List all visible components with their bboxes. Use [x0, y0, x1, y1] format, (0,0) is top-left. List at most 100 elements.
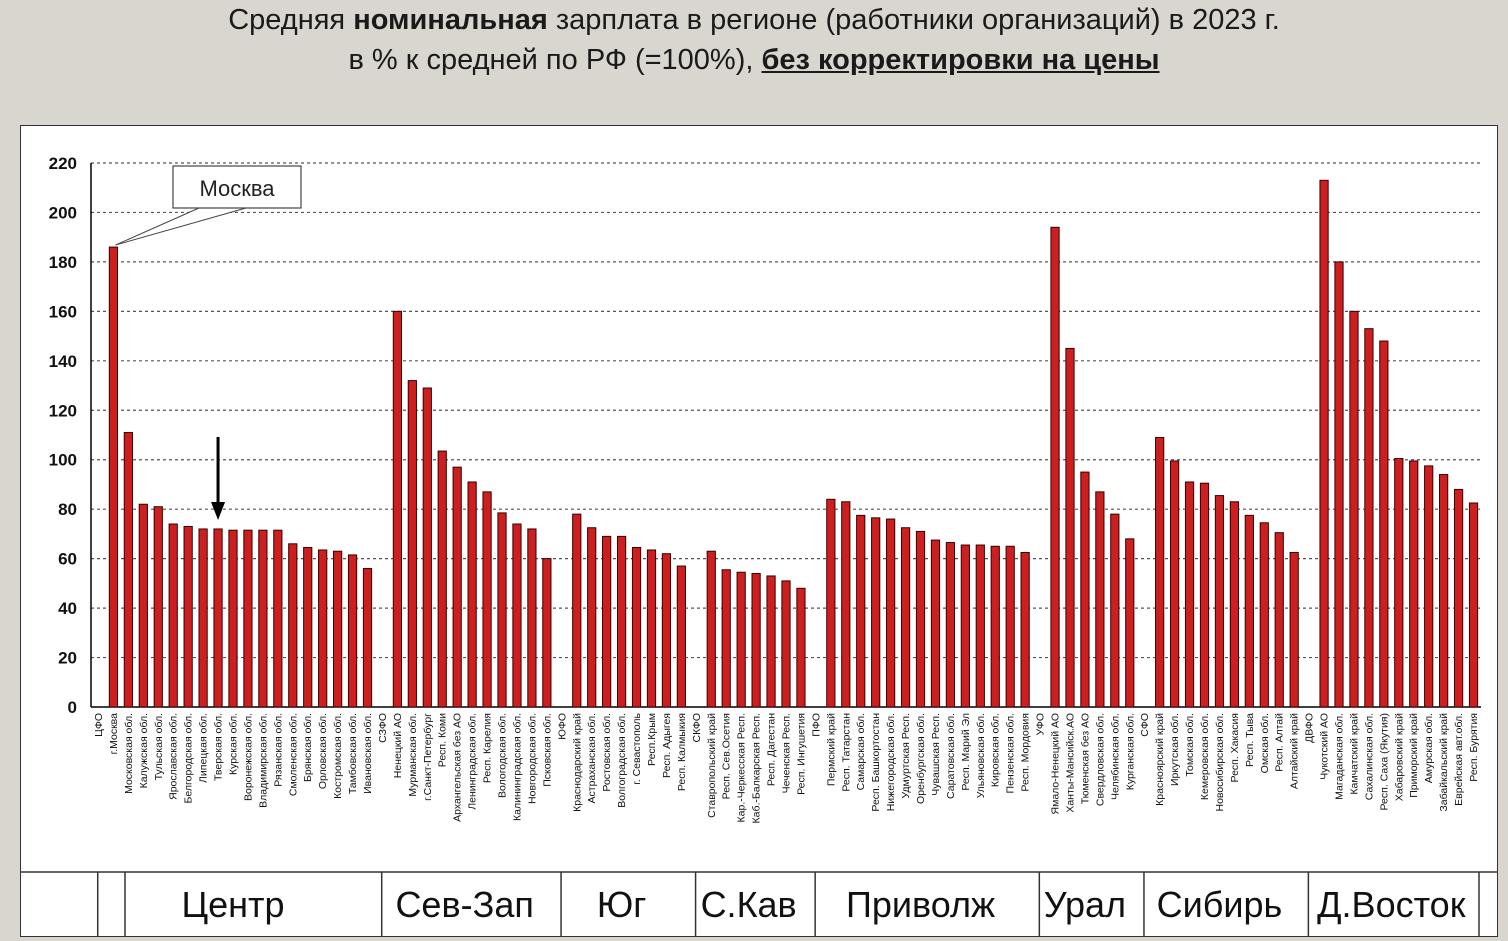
callout-box: [172, 165, 302, 209]
x-tick-label: Каб.-Балкарская Респ.: [751, 713, 763, 824]
chart-frame: 0 20 40 60 80 100 120 140 160 180 200 220 ЦФО г.Москв…: [20, 125, 1498, 937]
bar: [1244, 514, 1254, 708]
bar: [1050, 226, 1060, 708]
bar: [1453, 488, 1464, 708]
x-tick-label: Брянская обл.: [302, 713, 314, 782]
bar: [676, 565, 686, 708]
district-label: С.Кав: [701, 884, 797, 925]
bar: [1379, 340, 1389, 708]
bar: [1169, 460, 1180, 708]
x-tick-label: Костромская обл.: [332, 713, 344, 799]
x-tick-label: Ханты-Мансийск.АО: [1064, 713, 1076, 813]
bar: [766, 575, 776, 708]
x-tick-label: Кар.-Черкесская Респ.: [736, 713, 748, 822]
x-tick-label: Камчатский край: [1348, 713, 1360, 795]
bar: [1349, 310, 1359, 708]
x-tick-label: Новосибирская обл.: [1214, 713, 1226, 812]
x-tick-label: Хабаровский край: [1393, 713, 1405, 801]
x-tick-label: Тюменская без АО: [1079, 713, 1091, 804]
bar: [527, 528, 537, 708]
x-tick-label: Магаданская обл.: [1334, 713, 1346, 800]
bar: [1110, 513, 1120, 708]
x-tick-label: г. Севастополь: [631, 712, 643, 784]
x-tick-label: Пензенская обл.: [1005, 713, 1017, 793]
bar: [542, 558, 552, 708]
bar: [168, 523, 178, 708]
bar: [123, 432, 133, 708]
bar: [945, 542, 956, 708]
bar: [392, 310, 403, 708]
bar: [407, 380, 417, 708]
bar: [333, 550, 343, 708]
bar: [108, 246, 119, 708]
x-tick-label: Курганская обл.: [1124, 713, 1136, 790]
chart-title-line1: Средняя номинальная зарплата в регионе (…: [0, 4, 1508, 37]
x-tick-label: Респ. Тыва: [1244, 713, 1256, 767]
bar: [1095, 491, 1105, 708]
bar: [1439, 474, 1449, 708]
x-tick-label: Кемеровская обл.: [1199, 713, 1211, 800]
bar: [1409, 460, 1419, 708]
x-tick-label: Ульяновская обл.: [975, 713, 987, 798]
x-tick-label: Респ. Татарстан: [840, 713, 852, 792]
x-tick-label: Респ. Дагестан: [766, 713, 778, 786]
bar: [437, 450, 447, 708]
bar: [243, 529, 253, 708]
x-tick-label: Респ. Карелия: [482, 713, 494, 783]
x-tick-label: Ненецкий АО: [392, 713, 404, 778]
y-tick-label: 200: [49, 203, 77, 222]
x-tick-label: Рязанская обл.: [272, 713, 284, 787]
y-tick-label: 100: [49, 451, 77, 470]
x-tick-label: Чеченская Респ.: [781, 713, 793, 793]
x-tick-label: Ивановская обл.: [362, 713, 374, 794]
bar: [213, 528, 223, 708]
bar: [1259, 522, 1269, 708]
bar: [572, 513, 582, 708]
bar: [796, 587, 806, 708]
bar: [871, 517, 881, 708]
bar: [138, 503, 148, 708]
x-tick-label: СКФО: [691, 713, 703, 743]
bar: [422, 387, 432, 708]
bar: [1065, 347, 1075, 708]
bar: [661, 553, 672, 708]
y-tick-label: 40: [58, 599, 77, 618]
bar: [631, 547, 642, 708]
y-tick-label: 80: [58, 500, 77, 519]
subtitle-emphasis: без корректировки на цены: [761, 44, 1160, 76]
x-tick-label: Красноярский край: [1154, 713, 1166, 806]
bar: [960, 544, 970, 708]
x-tick-label: ДВФО: [1304, 713, 1316, 743]
x-tick-label: ПФО: [810, 713, 822, 737]
x-tick-label: Смоленская обл.: [287, 713, 299, 796]
bar: [826, 498, 836, 708]
bar: [1020, 551, 1030, 708]
bar: [347, 554, 358, 708]
x-tick-label: Ставропольский край: [706, 713, 718, 818]
title-prefix: Средняя: [228, 4, 354, 36]
x-tick-label: Вологодская обл.: [497, 713, 509, 798]
y-tick-label: 60: [58, 550, 77, 569]
x-tick-label: Удмуртская Респ.: [900, 713, 912, 799]
y-tick-label: 220: [49, 154, 77, 173]
bar: [751, 572, 761, 708]
x-tick-label: Калужская обл.: [138, 713, 150, 788]
bar: [1214, 495, 1225, 708]
bar-chart: 0 20 40 60 80 100 120 140 160 180 200 220 ЦФО г.Москв…: [21, 154, 1497, 936]
bar: [1184, 481, 1195, 708]
bar: [1468, 502, 1479, 708]
title-suffix: зарплата в регионе (работники организаци…: [547, 4, 1280, 36]
bar: [1424, 465, 1434, 708]
bar: [153, 506, 163, 708]
x-tick-label: Респ. Бурятия: [1468, 713, 1480, 782]
callout-label-moscow: Москва: [199, 176, 275, 201]
bar: [602, 535, 612, 708]
x-tick-label: Псковская обл.: [541, 713, 553, 787]
bar: [228, 529, 238, 708]
bar: [288, 543, 298, 708]
x-tick-label: Иркутская обл.: [1169, 713, 1181, 786]
bar: [1364, 328, 1374, 708]
x-tick-label: Волгоградская обл.: [616, 713, 628, 808]
x-tick-label: Нижегородская обл.: [885, 713, 897, 811]
x-tick-label: Мурманская обл.: [407, 713, 419, 797]
